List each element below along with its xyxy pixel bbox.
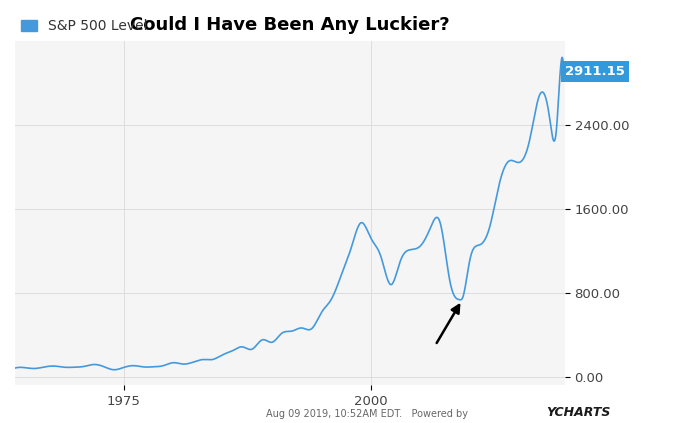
Legend: S&P 500 Level: S&P 500 Level xyxy=(15,14,153,38)
Title: Could I Have Been Any Luckier?: Could I Have Been Any Luckier? xyxy=(130,16,449,34)
Text: Aug 09 2019, 10:52AM EDT.   Powered by: Aug 09 2019, 10:52AM EDT. Powered by xyxy=(266,409,468,419)
Text: YCHARTS: YCHARTS xyxy=(546,406,610,419)
Text: 2911.15: 2911.15 xyxy=(565,65,624,78)
